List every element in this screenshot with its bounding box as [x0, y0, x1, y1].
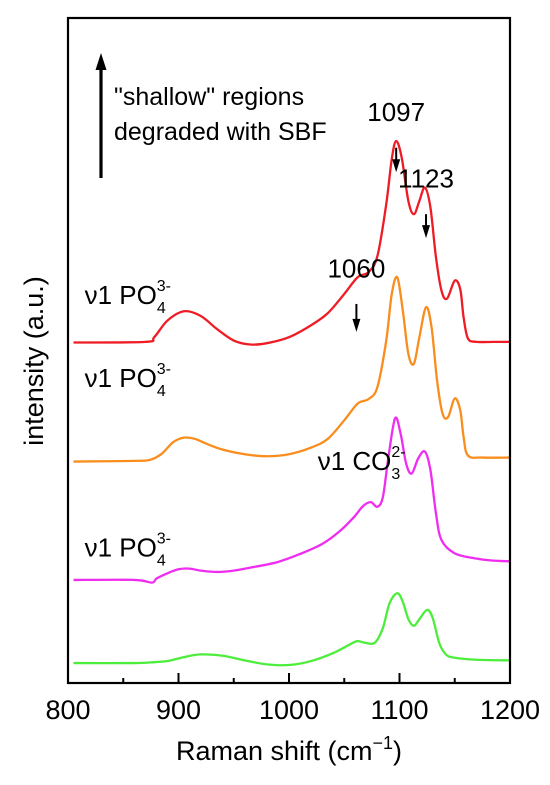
- spectrum-line-4: [73, 592, 511, 667]
- band-label-3: ν1 CO32-: [318, 444, 406, 483]
- spectrum-line-2: [73, 275, 511, 463]
- annotation-arrows: [95, 53, 431, 332]
- peak-label-1123: 1123: [398, 164, 454, 194]
- trend-arrow-head: [95, 53, 107, 70]
- x-axis-label-main: Raman shift (cm: [176, 736, 373, 766]
- x-axis-label: Raman shift (cm−1): [176, 733, 402, 766]
- x-tick-label-1200: 1200: [480, 695, 540, 725]
- x-tick-label-1100: 1100: [370, 695, 428, 725]
- x-axis-label-end: ): [393, 736, 402, 766]
- spectra-curves: [73, 139, 511, 667]
- x-axis-label-unit-exponent: −1: [373, 733, 394, 753]
- band-label-2: ν1 PO43-: [85, 361, 171, 400]
- axes: 800 900 1000 1100 1200: [45, 16, 540, 725]
- note-line-1: "shallow" regions: [114, 83, 304, 111]
- peak-arrow-head-1060: [352, 318, 361, 332]
- spectrum-line-3: [73, 416, 511, 584]
- peak-arrow-head-1123: [422, 225, 431, 239]
- x-tick-label-1000: 1000: [259, 695, 319, 725]
- peak-label-1097: 1097: [367, 97, 425, 127]
- y-axis-label: intensity (a.u.): [19, 276, 49, 446]
- note-line-2: degraded with SBF: [114, 118, 327, 146]
- peak-label-1060: 1060: [327, 253, 385, 283]
- band-label-4: ν1 PO43-: [85, 531, 171, 570]
- annotation-labels: 1097 1123 1060 ν1 PO43- ν1 PO43- ν1 CO32- ν1 P…: [85, 97, 454, 570]
- peak-arrow-head-1097: [392, 159, 401, 173]
- spectrum-line-1: [73, 139, 510, 346]
- band-label-1: ν1 PO43-: [85, 278, 171, 317]
- x-tick-label-800: 800: [45, 695, 90, 725]
- x-tick-label-900: 900: [156, 695, 201, 725]
